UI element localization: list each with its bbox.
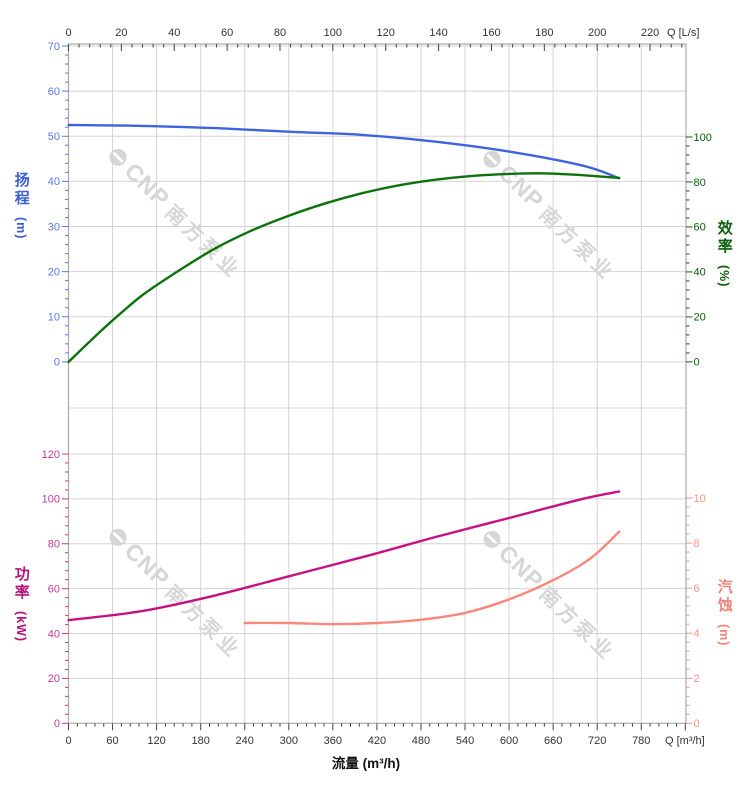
svg-text:180: 180	[191, 735, 209, 747]
svg-text:40: 40	[694, 267, 706, 279]
power-axis-title-text: 功率	[12, 566, 30, 602]
svg-text:200: 200	[588, 27, 606, 39]
svg-text:420: 420	[368, 735, 386, 747]
npsh-axis-title-text: 汽蚀	[715, 579, 733, 615]
svg-text:40: 40	[48, 628, 60, 640]
svg-text:0: 0	[694, 718, 700, 730]
svg-text:600: 600	[500, 735, 518, 747]
svg-text:0: 0	[54, 718, 60, 730]
svg-text:660: 660	[544, 735, 562, 747]
npsh-axis-title: 汽蚀 (m)	[715, 579, 733, 647]
power-curve	[67, 490, 621, 622]
svg-text:100: 100	[324, 27, 342, 39]
efficiency-axis-title: 效率 (%)	[715, 220, 733, 288]
svg-text:140: 140	[429, 27, 447, 39]
head-curve	[67, 123, 621, 180]
svg-text:40: 40	[168, 27, 180, 39]
bottom-axis-unit-label: Q [m³/h]	[665, 735, 705, 747]
efficiency-curve	[67, 172, 621, 364]
svg-text:720: 720	[588, 735, 606, 747]
efficiency-axis-unit: (%)	[716, 265, 731, 288]
svg-text:20: 20	[48, 673, 60, 685]
svg-text:4: 4	[694, 628, 700, 640]
svg-text:20: 20	[694, 312, 706, 324]
power-axis-title: 功率 (kW)	[12, 566, 30, 643]
svg-text:100: 100	[42, 494, 60, 506]
svg-text:0: 0	[65, 27, 71, 39]
npsh-curve	[243, 530, 621, 626]
svg-text:60: 60	[48, 583, 60, 595]
svg-text:80: 80	[48, 539, 60, 551]
svg-text:60: 60	[48, 86, 60, 98]
svg-text:300: 300	[280, 735, 298, 747]
svg-text:60: 60	[106, 735, 118, 747]
head-axis-title-text: 扬程	[12, 172, 30, 208]
svg-text:6: 6	[694, 583, 700, 595]
svg-text:50: 50	[48, 131, 60, 143]
top-axis-unit-label: Q [L/s]	[667, 27, 699, 39]
curves-layer	[67, 123, 621, 626]
svg-text:180: 180	[535, 27, 553, 39]
svg-text:20: 20	[48, 266, 60, 278]
efficiency-axis-title-text: 效率	[715, 220, 733, 256]
svg-text:70: 70	[48, 41, 60, 53]
svg-text:160: 160	[482, 27, 500, 39]
svg-text:120: 120	[42, 449, 60, 461]
svg-text:0: 0	[694, 357, 700, 369]
npsh-axis-unit: (m)	[716, 624, 731, 647]
grid-layer	[67, 43, 687, 724]
svg-text:360: 360	[324, 735, 342, 747]
svg-text:8: 8	[694, 538, 700, 550]
svg-text:60: 60	[694, 222, 706, 234]
svg-text:0: 0	[54, 357, 60, 369]
head-axis-unit: (m)	[13, 217, 28, 240]
svg-text:10: 10	[48, 312, 60, 324]
head-axis-title: 扬程 (m)	[12, 172, 30, 240]
svg-text:120: 120	[377, 27, 395, 39]
power-axis-unit: (kW)	[13, 611, 28, 643]
svg-text:40: 40	[48, 176, 60, 188]
svg-text:240: 240	[236, 735, 254, 747]
svg-text:0: 0	[65, 735, 71, 747]
svg-text:30: 30	[48, 221, 60, 233]
svg-text:10: 10	[694, 493, 706, 505]
svg-text:220: 220	[641, 27, 659, 39]
svg-text:60: 60	[221, 27, 233, 39]
svg-text:2: 2	[694, 673, 700, 685]
svg-text:480: 480	[412, 735, 430, 747]
svg-text:80: 80	[274, 27, 286, 39]
x-axis-title: 流量 (m³/h)	[331, 756, 401, 771]
svg-text:80: 80	[694, 177, 706, 189]
svg-text:20: 20	[115, 27, 127, 39]
svg-text:780: 780	[632, 735, 650, 747]
svg-text:540: 540	[456, 735, 474, 747]
svg-text:120: 120	[147, 735, 165, 747]
svg-text:100: 100	[694, 132, 712, 144]
